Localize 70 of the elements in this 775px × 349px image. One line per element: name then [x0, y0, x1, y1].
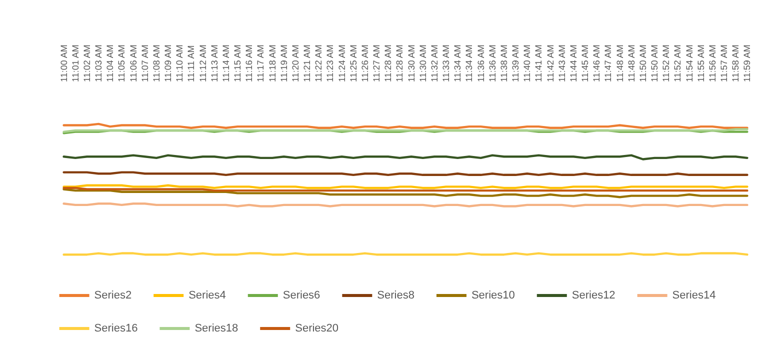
x-tick-label: 11:50 AM	[638, 44, 648, 82]
x-tick-label: 11:44 AM	[568, 44, 578, 82]
legend-label: Series2	[94, 290, 132, 302]
x-tick-label: 11:12 AM	[198, 44, 208, 82]
x-tick-label: 11:09 AM	[163, 44, 174, 82]
x-tick-label: 11:21 AM	[302, 44, 312, 82]
x-tick-label: 11:08 AM	[151, 44, 162, 82]
x-tick-label: 11:28 AM	[383, 44, 394, 82]
x-tick-label: 11:30 AM	[418, 44, 428, 82]
legend-label: Series10	[471, 290, 515, 302]
x-tick-label: 11:30 AM	[406, 44, 416, 82]
x-tick-label: 11:46 AM	[592, 44, 602, 82]
x-tick-label: 11:36 AM	[487, 44, 498, 82]
x-tick-label: 11:26 AM	[360, 44, 370, 82]
x-tick-label: 11:45 AM	[580, 44, 590, 82]
legend-label: Series14	[672, 290, 716, 302]
x-tick-label: 11:38 AM	[498, 44, 509, 82]
x-tick-label: 11:57 AM	[719, 44, 730, 82]
x-tick-label: 11:33 AM	[441, 44, 452, 82]
x-tick-label: 11:54 AM	[684, 44, 694, 82]
x-tick-label: 11:17 AM	[256, 44, 266, 82]
legend-label: Series8	[377, 290, 414, 302]
legend-label: Series6	[282, 290, 320, 302]
x-tick-label: 11:20 AM	[290, 44, 300, 82]
x-tick-label: 11:41 AM	[534, 44, 544, 82]
x-tick-label: 11:48 AM	[614, 44, 625, 82]
x-tick-label: 11:11 AM	[186, 45, 196, 82]
x-tick-label: 11:16 AM	[244, 44, 254, 82]
legend-label: Series18	[194, 322, 238, 334]
x-tick-label: 11:42 AM	[545, 44, 556, 82]
x-tick-label: 11:56 AM	[707, 44, 718, 82]
x-tick-label: 11:15 AM	[232, 44, 243, 82]
x-tick-label: 11:47 AM	[603, 44, 614, 82]
x-tick-label: 11:24 AM	[336, 44, 347, 82]
x-tick-label: 11:04 AM	[105, 44, 116, 82]
x-tick-label: 11:18 AM	[267, 44, 278, 82]
legend-label: Series12	[572, 290, 616, 302]
x-tick-label: 11:48 AM	[626, 44, 636, 82]
x-tick-label: 11:34 AM	[464, 44, 474, 82]
x-tick-label: 11:52 AM	[661, 44, 672, 82]
x-tick-label: 11:06 AM	[128, 44, 138, 82]
x-tick-label: 11:40 AM	[522, 44, 532, 82]
x-tick-label: 11:58 AM	[730, 44, 741, 82]
x-tick-label: 11:25 AM	[348, 44, 358, 82]
x-tick-label: 11:22 AM	[314, 44, 324, 82]
x-tick-label: 11:03 AM	[94, 44, 104, 82]
x-tick-label: 11:52 AM	[672, 44, 683, 82]
x-tick-label: 11:34 AM	[452, 44, 463, 82]
x-tick-label: 11:55 AM	[696, 44, 706, 82]
x-tick-label: 11:28 AM	[394, 44, 405, 82]
x-tick-label: 11:01 AM	[70, 44, 80, 82]
legend-label: Series16	[94, 322, 138, 334]
x-tick-label: 11:07 AM	[140, 44, 150, 82]
x-tick-label: 11:39 AM	[510, 44, 521, 82]
x-tick-label: 11:36 AM	[476, 44, 486, 82]
x-tick-label: 11:50 AM	[650, 44, 660, 82]
x-tick-label: 11:32 AM	[429, 44, 440, 82]
x-tick-label: 11:19 AM	[278, 44, 289, 82]
legend-label: Series4	[188, 290, 226, 302]
x-tick-label: 11:02 AM	[82, 44, 92, 82]
x-tick-label: 11:43 AM	[556, 44, 567, 82]
x-tick-label: 11:59 AM	[742, 44, 752, 82]
x-tick-label: 11:13 AM	[209, 44, 220, 82]
legend-label: Series20	[295, 322, 339, 334]
x-tick-label: 11:23 AM	[325, 44, 336, 82]
x-tick-label: 11:00 AM	[58, 44, 69, 82]
x-tick-label: 11:14 AM	[220, 44, 231, 82]
x-tick-label: 11:10 AM	[174, 44, 185, 82]
x-tick-label: 11:05 AM	[116, 44, 127, 82]
x-tick-label: 11:27 AM	[372, 44, 382, 82]
